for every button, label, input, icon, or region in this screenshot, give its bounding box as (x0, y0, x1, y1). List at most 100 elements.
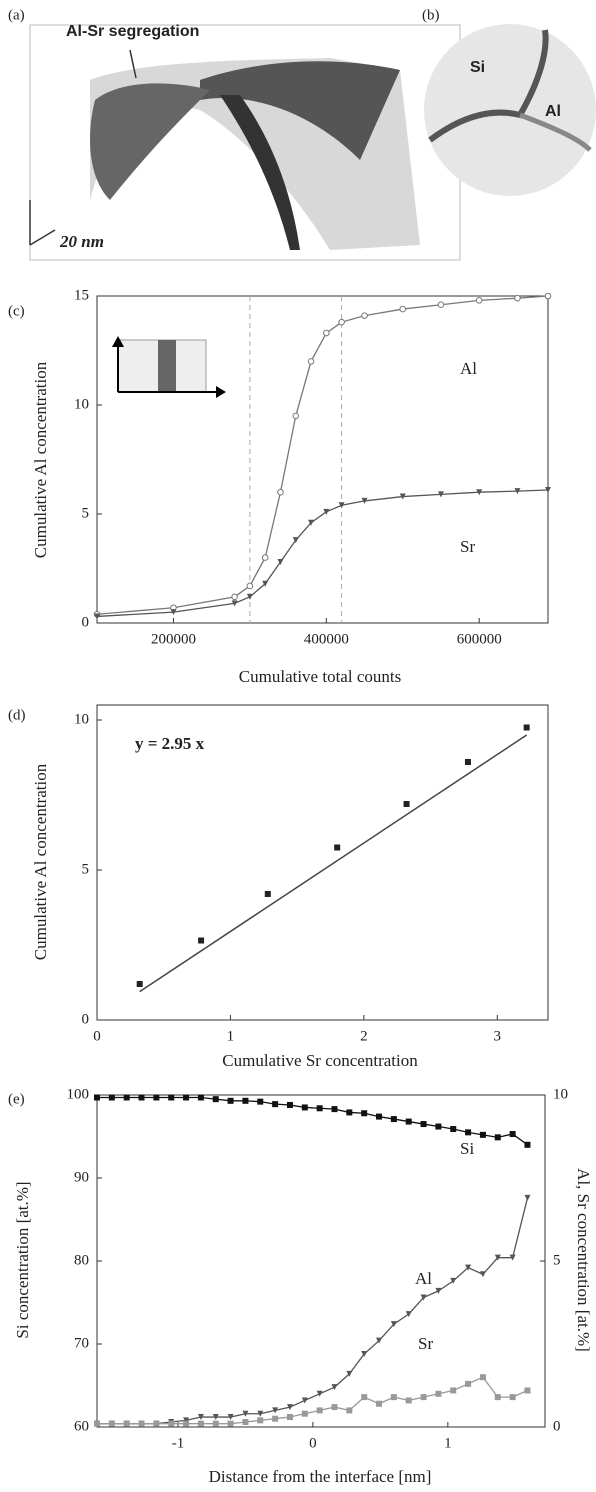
marker (292, 537, 299, 544)
marker (94, 1420, 100, 1427)
marker (361, 1350, 368, 1357)
y-tick-label: 70 (74, 1335, 89, 1351)
marker (108, 1094, 115, 1101)
marker (405, 1311, 412, 1318)
marker (524, 1194, 531, 1201)
inset (112, 336, 226, 398)
annotation: y = 2.95 x (135, 734, 205, 753)
y-axis-label: Cumulative Al concentration (31, 361, 50, 558)
panel-label: (e) (8, 1091, 25, 1107)
marker (286, 1101, 293, 1108)
marker (264, 891, 271, 897)
series-label: Sr (418, 1334, 433, 1353)
marker (183, 1420, 190, 1427)
marker (261, 554, 269, 561)
marker (331, 1384, 338, 1391)
inset-arrowhead (216, 386, 226, 398)
marker (331, 1106, 338, 1113)
marker (479, 1374, 486, 1381)
marker (544, 292, 552, 300)
x-tick-label: 3 (494, 1028, 502, 1044)
marker (346, 1370, 353, 1377)
marker (272, 1415, 279, 1422)
inset-arrowhead (112, 336, 124, 347)
marker (246, 593, 253, 600)
y2-tick-label: 5 (553, 1252, 561, 1268)
marker (168, 1420, 175, 1427)
marker (509, 1131, 516, 1138)
marker (227, 1420, 234, 1427)
x-tick-label: 600000 (457, 631, 502, 647)
marker (153, 1420, 160, 1427)
y-tick-label: 90 (74, 1169, 89, 1185)
marker (479, 1131, 486, 1138)
marker (197, 1420, 204, 1427)
panel-label: (d) (8, 707, 26, 723)
marker (331, 1404, 338, 1411)
marker (376, 1113, 383, 1120)
marker (435, 1287, 442, 1294)
marker (138, 1420, 145, 1427)
marker (246, 582, 254, 590)
fit-line (139, 734, 528, 993)
y-tick-label: 10 (74, 711, 89, 727)
marker (197, 1094, 204, 1101)
interface-edge (220, 95, 300, 250)
marker (524, 1387, 531, 1394)
marker (420, 1294, 427, 1301)
marker (420, 1394, 427, 1401)
grain-boundary (519, 112, 592, 152)
marker (323, 329, 330, 337)
panel-label: (c) (8, 303, 25, 319)
marker (183, 1094, 190, 1101)
marker (231, 600, 238, 607)
marker (514, 294, 521, 302)
pointer (129, 49, 137, 79)
marker (227, 1097, 234, 1104)
marker (292, 412, 300, 420)
y-axis-label: Si concentration [at.%] (13, 1181, 32, 1338)
phase-label: Si (470, 59, 485, 76)
marker (390, 1116, 397, 1123)
y2-axis-label: Al, Sr concentration [at.%] (574, 1168, 593, 1352)
marker (476, 489, 483, 496)
marker (405, 1118, 412, 1125)
marker (338, 318, 345, 326)
interface-surface (200, 61, 400, 160)
x-tick-label: 1 (227, 1028, 235, 1044)
marker (376, 1337, 383, 1344)
marker (479, 1271, 486, 1278)
marker (257, 1417, 264, 1424)
marker (170, 609, 177, 616)
marker (198, 937, 205, 944)
marker (437, 491, 444, 498)
marker (514, 488, 521, 495)
marker (301, 1397, 308, 1404)
marker (465, 1129, 472, 1136)
marker (509, 1254, 516, 1261)
marker (361, 1394, 368, 1401)
marker (183, 1417, 190, 1424)
x-axis-label: Cumulative Sr concentration (222, 1051, 418, 1070)
marker (494, 1394, 501, 1401)
marker (346, 1109, 353, 1116)
x-axis-label: Cumulative total counts (239, 667, 401, 686)
marker (399, 493, 406, 500)
marker (316, 1390, 323, 1397)
y-tick-label: 80 (74, 1252, 89, 1268)
marker (262, 580, 269, 587)
apt-reconstruction (29, 24, 461, 261)
marker (338, 502, 345, 509)
marker (94, 613, 100, 620)
marker (545, 487, 551, 494)
panel-label: (b) (422, 7, 440, 23)
marker (272, 1101, 279, 1108)
marker (108, 1420, 115, 1427)
annotation: Al-Sr segregation (66, 23, 199, 40)
y-axis-label: Cumulative Al concentration (31, 763, 50, 960)
marker (316, 1407, 323, 1414)
marker (509, 1394, 516, 1401)
series-label: Al (460, 359, 477, 378)
marker (272, 1407, 279, 1414)
